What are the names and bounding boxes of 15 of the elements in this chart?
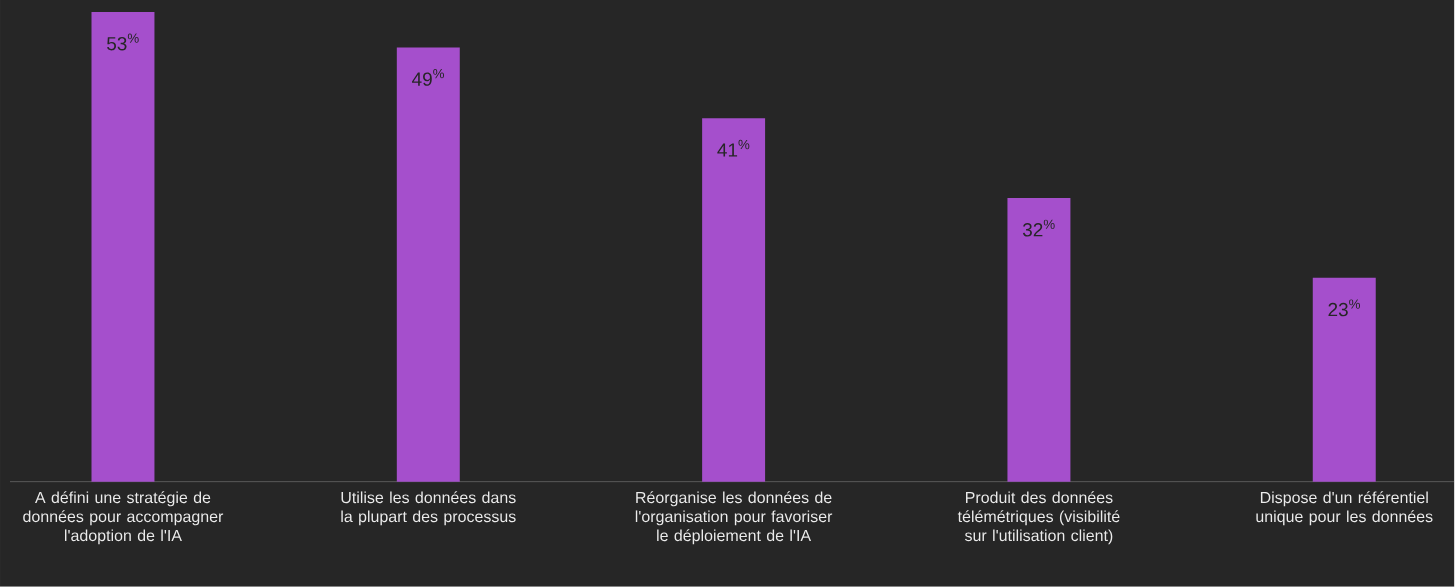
data-label: 53$^{%}$ xyxy=(107,33,139,51)
data-label: 23$^{%}$ xyxy=(1328,299,1360,317)
data-label: 32$^{%}$ xyxy=(1022,219,1055,237)
x-tick-label: Utilise les données dans la plupart des processus xyxy=(341,491,516,526)
data-label: 41$^{%}$ xyxy=(717,140,750,157)
bar xyxy=(1312,278,1376,482)
data-label: 49$^{%}$ xyxy=(412,69,445,87)
x-tick-label: Réorganise les données de l'organisation pour favoriser le déploiement de l'IA xyxy=(635,491,833,545)
bar xyxy=(1007,198,1071,482)
x-tick-label: A défini une stratégie de données pour accompagner l'adoption de l'IA xyxy=(23,491,224,545)
bar xyxy=(91,12,155,482)
bar xyxy=(702,118,766,482)
x-tick-label: Dispose d'un référentiel unique pour les données xyxy=(1256,491,1433,526)
bar xyxy=(396,47,460,482)
x-tick-label: Produit des données télémétriques (visibilité sur l'utilisation client) xyxy=(957,491,1120,545)
